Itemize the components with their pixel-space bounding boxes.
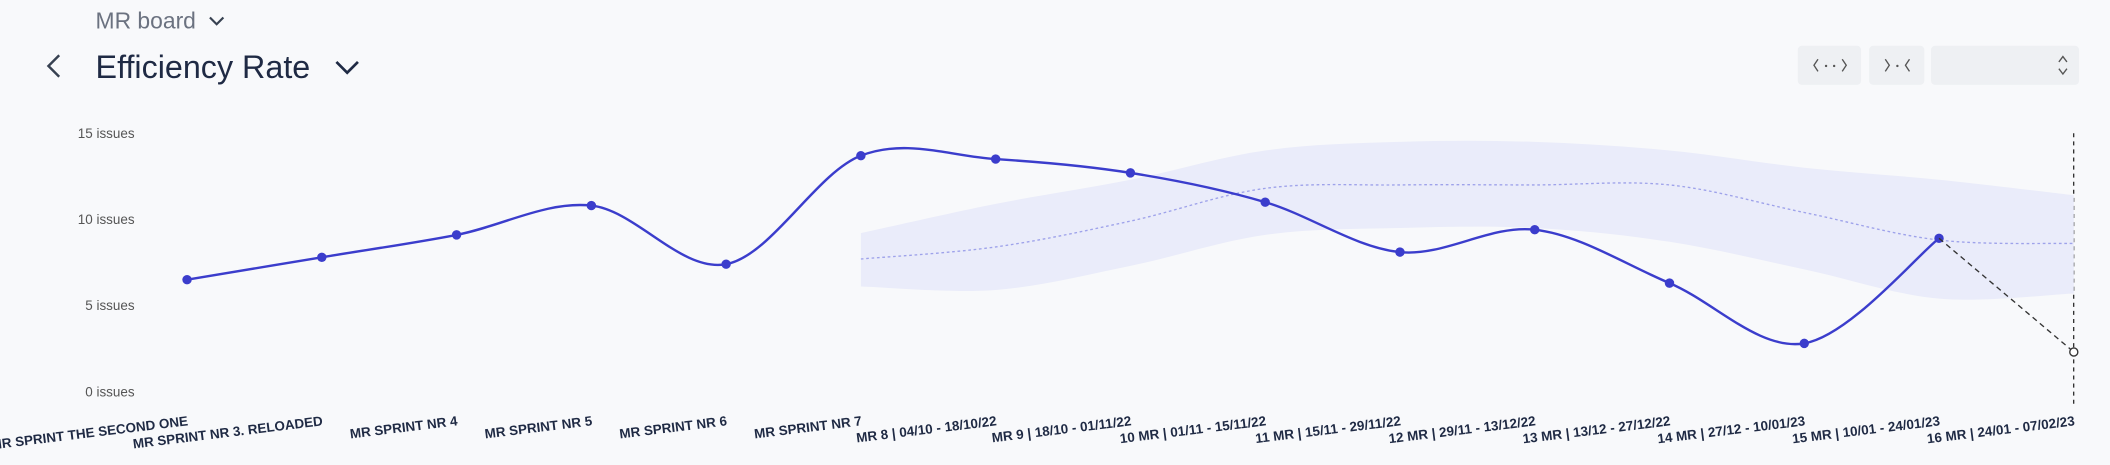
data-point <box>1530 225 1540 235</box>
title-chevron[interactable] <box>335 60 359 75</box>
data-point <box>721 259 731 269</box>
expand-icon-dot <box>1832 64 1836 68</box>
breadcrumb[interactable]: MR board <box>96 7 196 33</box>
projection-point <box>2069 347 2079 357</box>
data-point <box>451 230 462 240</box>
expand-icon-dot <box>1824 64 1828 68</box>
expand-icon <box>1813 58 1848 72</box>
expand-button[interactable] <box>1797 45 1862 85</box>
data-point <box>990 154 1001 164</box>
data-point <box>1664 278 1675 288</box>
page-title[interactable]: Efficiency Rate <box>96 49 311 85</box>
data-point <box>1260 197 1270 207</box>
data-point <box>1125 168 1136 178</box>
projection-line <box>1938 237 2075 353</box>
breadcrumb-chevron[interactable] <box>209 16 225 26</box>
forecast-band <box>860 140 2074 300</box>
y-tick-label: 0 issues <box>85 384 135 399</box>
data-point <box>317 252 327 262</box>
data-point <box>182 274 192 285</box>
y-tick-label: 15 issues <box>78 126 135 141</box>
dropdown[interactable] <box>1931 45 2080 85</box>
collapse-icon-dot <box>1896 64 1899 68</box>
data-point <box>1395 247 1405 257</box>
dropdown-icon <box>2058 55 2068 76</box>
data-point <box>856 150 866 161</box>
y-tick-label: 10 issues <box>78 212 135 227</box>
collapse-icon <box>1884 58 1911 72</box>
data-point <box>1799 338 1809 349</box>
y-tick-label: 5 issues <box>85 298 135 313</box>
data-point <box>586 200 597 211</box>
back-button[interactable] <box>46 54 61 78</box>
forecast-mean <box>860 182 2074 260</box>
